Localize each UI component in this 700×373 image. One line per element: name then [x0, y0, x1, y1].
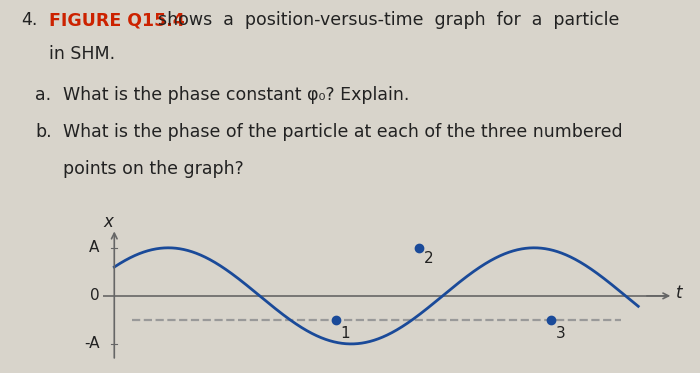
Text: a.: a. [35, 86, 51, 104]
Text: 2: 2 [424, 251, 433, 266]
Text: in SHM.: in SHM. [49, 45, 115, 63]
Text: x: x [104, 213, 113, 231]
Text: shows  a  position-versus-time  graph  for  a  particle: shows a position-versus-time graph for a… [158, 11, 619, 29]
Text: A: A [90, 240, 99, 256]
Text: What is the phase of the particle at each of the three numbered: What is the phase of the particle at eac… [63, 123, 622, 141]
Text: b.: b. [35, 123, 52, 141]
Text: 0: 0 [90, 288, 99, 303]
Text: -A: -A [84, 336, 99, 351]
Text: 3: 3 [556, 326, 566, 341]
Text: 1: 1 [340, 326, 350, 341]
Text: FIGURE Q15.4: FIGURE Q15.4 [49, 11, 185, 29]
Text: points on the graph?: points on the graph? [63, 160, 244, 178]
Text: t: t [676, 285, 682, 303]
Text: 4.: 4. [21, 11, 37, 29]
Text: What is the phase constant φ₀? Explain.: What is the phase constant φ₀? Explain. [63, 86, 410, 104]
